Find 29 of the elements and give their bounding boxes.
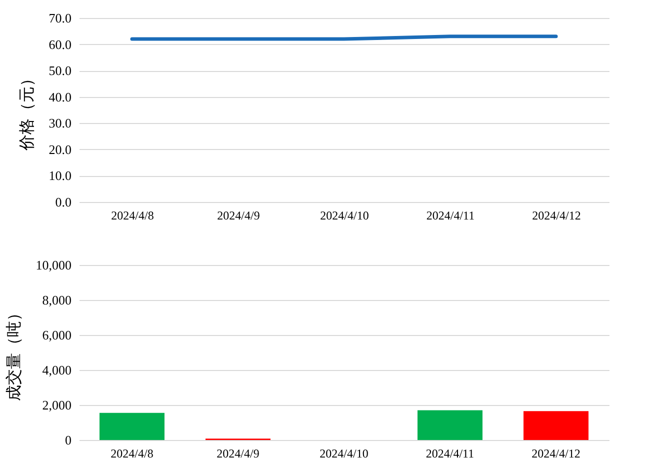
- x-tick-label: 2024/4/9: [216, 446, 260, 460]
- x-tick-label: 2024/4/10: [320, 446, 368, 460]
- y-tick-label: 60.0: [48, 36, 72, 52]
- y-tick-label: 0.0: [55, 194, 72, 210]
- bar: [418, 410, 482, 440]
- bar: [524, 411, 588, 440]
- y-tick-label: 2,000: [42, 398, 72, 412]
- y-tick-label: 8,000: [42, 292, 72, 308]
- y-axis-title: 成交量（吨）: [4, 305, 23, 401]
- x-tick-label: 2024/4/10: [320, 208, 369, 222]
- y-tick-label: 10,000: [36, 258, 72, 272]
- y-tick-label: 10.0: [48, 168, 72, 184]
- x-tick-label: 2024/4/8: [111, 208, 154, 222]
- x-tick-label: 2024/4/9: [217, 208, 260, 222]
- bar: [100, 412, 164, 440]
- x-tick-label: 2024/4/12: [532, 208, 581, 222]
- y-tick-label: 0: [65, 432, 72, 448]
- x-tick-label: 2024/4/11: [426, 446, 474, 460]
- y-tick-label: 6,000: [42, 328, 72, 342]
- y-tick-label: 20.0: [48, 142, 72, 157]
- y-tick-label: 70.0: [48, 10, 72, 26]
- y-tick-label: 40.0: [48, 89, 72, 104]
- x-tick-label: 2024/4/8: [110, 446, 154, 460]
- x-tick-label: 2024/4/12: [532, 446, 580, 460]
- y-tick-label: 30.0: [48, 116, 72, 131]
- y-axis-title: 价格（元）: [16, 70, 36, 152]
- y-tick-label: 4,000: [42, 362, 72, 378]
- x-tick-label: 2024/4/11: [426, 208, 475, 222]
- y-tick-label: 50.0: [48, 63, 72, 78]
